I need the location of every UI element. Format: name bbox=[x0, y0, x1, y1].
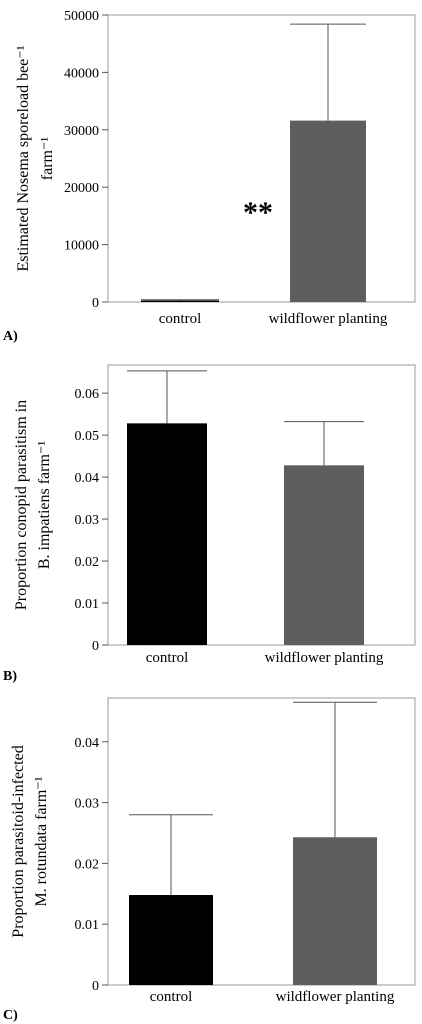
y-axis-label: M. rotundata farm⁻¹ bbox=[33, 776, 50, 906]
y-tick-label: 0 bbox=[92, 296, 99, 311]
y-tick-label: 50000 bbox=[64, 9, 99, 24]
y-tick-label: 40000 bbox=[64, 66, 99, 81]
panel-label: B) bbox=[3, 669, 17, 684]
panel-label: A) bbox=[3, 329, 18, 344]
plot-frame bbox=[107, 697, 416, 986]
y-tick-label: 10000 bbox=[64, 239, 99, 254]
y-axis-label: Estimated Nosema sporeload bee⁻¹ bbox=[15, 45, 32, 271]
significance-annotation: ** bbox=[243, 196, 273, 229]
bar-wildflower-planting bbox=[290, 120, 366, 302]
chart-panel-2: 0 0.01 0.02 0.03 0.04 0.05 0.06 control wildflow… bbox=[3, 364, 416, 684]
category-label: control bbox=[150, 989, 193, 1005]
y-tick-label: 0.03 bbox=[75, 797, 100, 812]
y-tick-label: 0.02 bbox=[75, 555, 100, 570]
y-axis-label: Proportion parasitoid-infected bbox=[10, 745, 27, 937]
category-label: control bbox=[146, 650, 189, 666]
y-tick-label: 0.02 bbox=[75, 857, 100, 872]
y-tick-label: 0.04 bbox=[75, 471, 100, 486]
category-label: wildflower planting bbox=[276, 989, 395, 1005]
y-tick-label: 0 bbox=[92, 639, 99, 654]
y-axis-label: Proportion conopid parasitism in bbox=[13, 400, 30, 610]
y-tick-label: 0 bbox=[92, 979, 99, 994]
chart-panel-1: 0 10000 20000 30000 40000 50000 control wildflo… bbox=[3, 9, 416, 344]
plot-frame bbox=[107, 364, 416, 646]
bar-wildflower-planting bbox=[293, 837, 377, 985]
bar-control bbox=[141, 300, 219, 302]
bar-wildflower-planting bbox=[284, 465, 364, 645]
category-label: wildflower planting bbox=[269, 311, 388, 327]
chart-panel-3: 0 0.01 0.02 0.03 0.04 control wildflower plant… bbox=[3, 697, 416, 1023]
y-tick-label: 30000 bbox=[64, 124, 99, 139]
category-label: wildflower planting bbox=[265, 650, 384, 666]
y-axis-label: B. impatiens farm⁻¹ bbox=[36, 441, 53, 570]
y-axis-label: farm⁻¹ bbox=[39, 137, 56, 181]
y-tick-label: 20000 bbox=[64, 181, 99, 196]
panel-label: C) bbox=[3, 1008, 18, 1023]
y-tick-label: 0.03 bbox=[75, 513, 100, 528]
y-tick-label: 0.01 bbox=[75, 918, 100, 933]
y-tick-label: 0.04 bbox=[75, 736, 100, 751]
y-tick-label: 0.06 bbox=[75, 387, 100, 402]
bar-control bbox=[127, 423, 207, 645]
bar-control bbox=[129, 895, 213, 985]
y-tick-label: 0.01 bbox=[75, 597, 100, 612]
category-label: control bbox=[159, 311, 202, 327]
y-tick-label: 0.05 bbox=[75, 429, 100, 444]
plot-frame bbox=[107, 14, 416, 303]
